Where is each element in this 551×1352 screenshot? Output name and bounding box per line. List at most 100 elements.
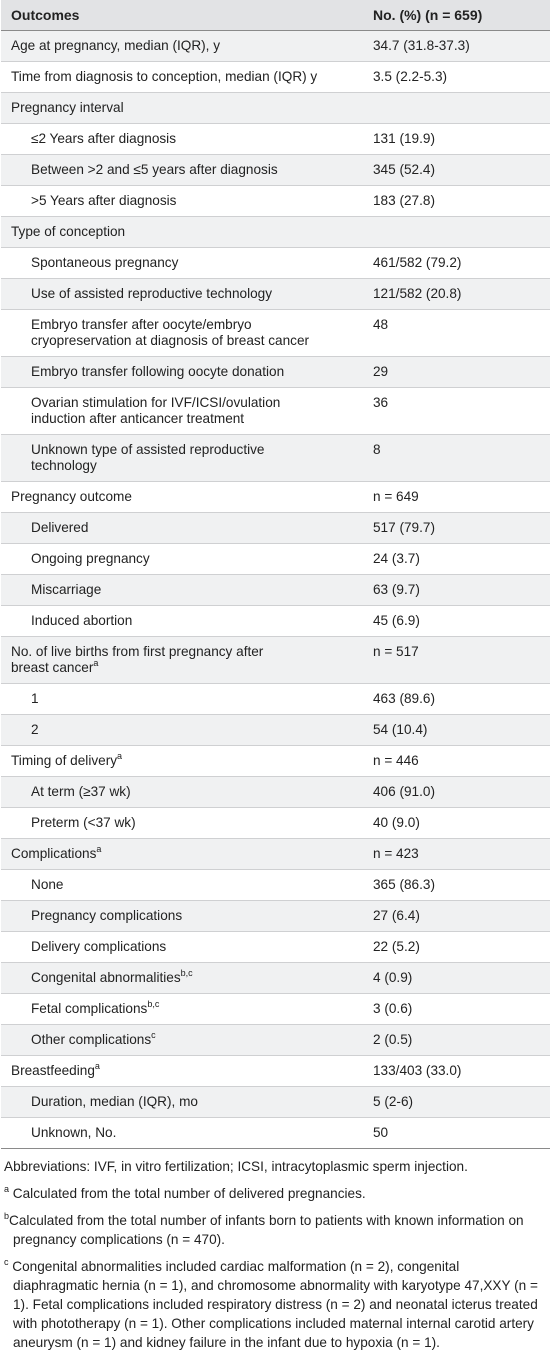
- outcome-label: >5 Years after diagnosis: [31, 193, 177, 208]
- footnote-b-mark: b: [4, 1211, 10, 1221]
- count-value: 3 (0.6): [363, 993, 550, 1025]
- outcome-label: Preterm (<37 wk): [31, 815, 136, 830]
- footnote-reference: a: [94, 1061, 100, 1071]
- outcome-label-cell: Unknown type of assisted reproductive te…: [1, 434, 363, 482]
- outcome-label: Spontaneous pregnancy: [31, 255, 179, 270]
- table-row: At term (≥37 wk) 406 (91.0): [1, 776, 550, 808]
- outcome-label-cell: Age at pregnancy, median (IQR), y: [1, 30, 363, 62]
- table-row: Time from diagnosis to conception, media…: [1, 61, 550, 93]
- footnote-c-mark: c: [4, 1257, 9, 1267]
- count-value: [363, 216, 550, 248]
- table-row: Type of conception: [1, 216, 550, 248]
- count-value: 22 (5.2): [363, 931, 550, 963]
- outcome-label-cell: Pregnancy complications: [1, 900, 363, 932]
- outcome-label-cell: Time from diagnosis to conception, media…: [1, 61, 363, 93]
- footnote-reference: c: [151, 1030, 156, 1040]
- table-row: Unknown type of assisted reproductive te…: [1, 434, 550, 482]
- header-count: No. (%) (n = 659): [363, 0, 550, 31]
- outcome-label: 2: [31, 722, 39, 737]
- count-value: n = 517: [363, 636, 550, 684]
- count-value: 54 (10.4): [363, 714, 550, 746]
- count-value: 121/582 (20.8): [363, 278, 550, 310]
- table-row: Fetal complicationsb,c 3 (0.6): [1, 993, 550, 1025]
- table-row: Breastfeedinga 133/403 (33.0): [1, 1055, 550, 1087]
- outcome-label: Pregnancy complications: [31, 908, 183, 923]
- outcome-label: Breastfeeding: [11, 1063, 95, 1078]
- outcome-label-cell: Spontaneous pregnancy: [1, 247, 363, 279]
- table-row: ≤2 Years after diagnosis 131 (19.9): [1, 123, 550, 155]
- table-row: Other complicationsc 2 (0.5): [1, 1024, 550, 1056]
- outcome-label-cell: Unknown, No.: [1, 1117, 363, 1149]
- count-value: 365 (86.3): [363, 869, 550, 901]
- count-value: 40 (9.0): [363, 807, 550, 839]
- table-row: Complicationsa n = 423: [1, 838, 550, 870]
- count-value: 50: [363, 1117, 550, 1149]
- outcome-label: At term (≥37 wk): [31, 784, 131, 799]
- outcome-label-cell: Timing of deliverya: [1, 745, 363, 777]
- outcome-label-cell: Breastfeedinga: [1, 1055, 363, 1087]
- count-value: n = 649: [363, 481, 550, 513]
- outcome-label: ≤2 Years after diagnosis: [31, 131, 177, 146]
- table-row: >5 Years after diagnosis 183 (27.8): [1, 185, 550, 217]
- count-value: 463 (89.6): [363, 683, 550, 715]
- table-header-row: Outcomes No. (%) (n = 659): [1, 0, 550, 31]
- table-row: 2 54 (10.4): [1, 714, 550, 746]
- table-row: 1 463 (89.6): [1, 683, 550, 715]
- outcome-label-cell: Delivery complications: [1, 931, 363, 963]
- table-row: Preterm (<37 wk) 40 (9.0): [1, 807, 550, 839]
- outcome-label: No. of live births from first pregnancy …: [11, 644, 264, 675]
- outcome-label-cell: 2: [1, 714, 363, 746]
- outcome-label: Embryo transfer following oocyte donatio…: [31, 364, 285, 379]
- table-row: Duration, median (IQR), mo 5 (2-6): [1, 1086, 550, 1118]
- footnote-reference: a: [117, 751, 123, 761]
- footnote-c: c Congenital abnormalities included card…: [4, 1257, 545, 1352]
- outcome-label-cell: Use of assisted reproductive technology: [1, 278, 363, 310]
- table-row: Ongoing pregnancy 24 (3.7): [1, 543, 550, 575]
- table-row: Unknown, No. 50: [1, 1117, 550, 1149]
- outcome-label: Duration, median (IQR), mo: [31, 1094, 198, 1109]
- table-row: Spontaneous pregnancy 461/582 (79.2): [1, 247, 550, 279]
- outcome-label-cell: Embryo transfer following oocyte donatio…: [1, 356, 363, 388]
- count-value: 461/582 (79.2): [363, 247, 550, 279]
- count-value: 29: [363, 356, 550, 388]
- outcome-label: Use of assisted reproductive technology: [31, 286, 273, 301]
- outcome-label: Unknown type of assisted reproductive te…: [31, 442, 265, 473]
- footnote-reference: a: [96, 844, 102, 854]
- outcome-label: Age at pregnancy, median (IQR), y: [11, 38, 221, 53]
- count-value: 131 (19.9): [363, 123, 550, 155]
- outcome-label-cell: Pregnancy interval: [1, 92, 363, 124]
- outcome-label: Delivered: [31, 520, 89, 535]
- outcome-label-cell: Between >2 and ≤5 years after diagnosis: [1, 154, 363, 186]
- outcome-label: Type of conception: [11, 224, 126, 239]
- table-row: Use of assisted reproductive technology 1…: [1, 278, 550, 310]
- outcome-label-cell: Complicationsa: [1, 838, 363, 870]
- outcome-label-cell: None: [1, 869, 363, 901]
- table-row: Embryo transfer after oocyte/embryo cryo…: [1, 309, 550, 357]
- outcome-label: Other complications: [31, 1032, 152, 1047]
- footnote-abbreviations: Abbreviations: IVF, in vitro fertilizati…: [4, 1159, 468, 1174]
- table-row: Timing of deliverya n = 446: [1, 745, 550, 777]
- table-row: Delivery complications 22 (5.2): [1, 931, 550, 963]
- count-value: 8: [363, 434, 550, 482]
- outcomes-table: Outcomes No. (%) (n = 659) Age at pregna…: [1, 0, 550, 1149]
- count-value: 36: [363, 387, 550, 435]
- table-row: Congenital abnormalitiesb,c 4 (0.9): [1, 962, 550, 994]
- outcome-label-cell: Ongoing pregnancy: [1, 543, 363, 575]
- outcome-label: Complications: [11, 846, 97, 861]
- count-value: 63 (9.7): [363, 574, 550, 606]
- outcome-label: Congenital abnormalities: [31, 970, 181, 985]
- table-row: No. of live births from first pregnancy …: [1, 636, 550, 684]
- count-value: [363, 92, 550, 124]
- table-row: Ovarian stimulation for IVF/ICSI/ovulati…: [1, 387, 550, 435]
- count-value: 517 (79.7): [363, 512, 550, 544]
- outcome-label-cell: Ovarian stimulation for IVF/ICSI/ovulati…: [1, 387, 363, 435]
- footnote-reference: b,c: [180, 968, 193, 978]
- outcome-label-cell: Type of conception: [1, 216, 363, 248]
- footnote-c-text: Congenital abnormalities included cardia…: [12, 1259, 538, 1350]
- table-row: None 365 (86.3): [1, 869, 550, 901]
- table-row: Pregnancy complications 27 (6.4): [1, 900, 550, 932]
- count-value: 3.5 (2.2-5.3): [363, 61, 550, 93]
- table-row: Embryo transfer following oocyte donatio…: [1, 356, 550, 388]
- count-value: n = 446: [363, 745, 550, 777]
